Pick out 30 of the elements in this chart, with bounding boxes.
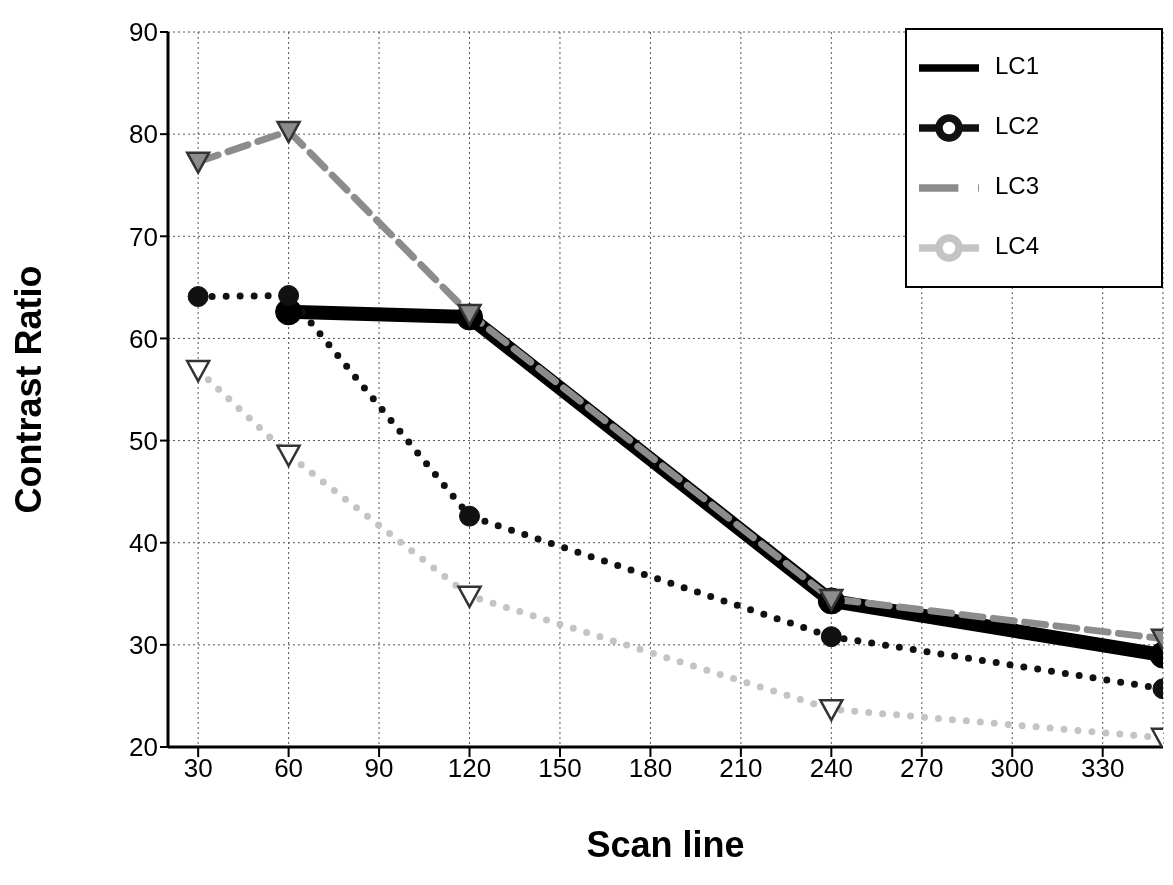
x-tick-label: 300 xyxy=(990,753,1034,784)
y-tick-label: 30 xyxy=(129,630,158,661)
point xyxy=(185,151,211,174)
x-tick-label: 210 xyxy=(719,753,763,784)
y-tick-label: 60 xyxy=(129,323,158,354)
x-tick-label: 30 xyxy=(183,753,213,784)
x-tick-label: 270 xyxy=(900,753,944,784)
legend-label: LC3 xyxy=(995,172,1040,200)
x-tick-label: 240 xyxy=(809,753,854,784)
x-tick-label: 180 xyxy=(628,753,673,784)
x-axis-title: Scan line xyxy=(586,824,745,865)
legend-label: LC2 xyxy=(995,112,1040,140)
x-tick-label: 150 xyxy=(538,753,582,784)
legend-label: LC4 xyxy=(995,232,1040,260)
y-tick-label: 70 xyxy=(129,221,158,252)
x-tick-label: 330 xyxy=(1081,753,1125,784)
y-tick-label: 50 xyxy=(129,425,158,456)
point xyxy=(278,285,300,307)
x-tick-label: 90 xyxy=(364,753,394,784)
x-tick-label: 120 xyxy=(447,753,492,784)
point xyxy=(276,120,301,144)
x-tick-label: 60 xyxy=(274,753,304,784)
y-tick-label: 40 xyxy=(129,527,158,558)
legend-label: LC1 xyxy=(995,52,1040,80)
point xyxy=(459,505,481,527)
point xyxy=(187,286,209,308)
y-axis-title: Contrast Ratio xyxy=(7,265,49,514)
y-tick-label: 90 xyxy=(129,17,158,48)
y-tick-label: 20 xyxy=(129,732,158,763)
y-tick-label: 80 xyxy=(129,119,158,150)
